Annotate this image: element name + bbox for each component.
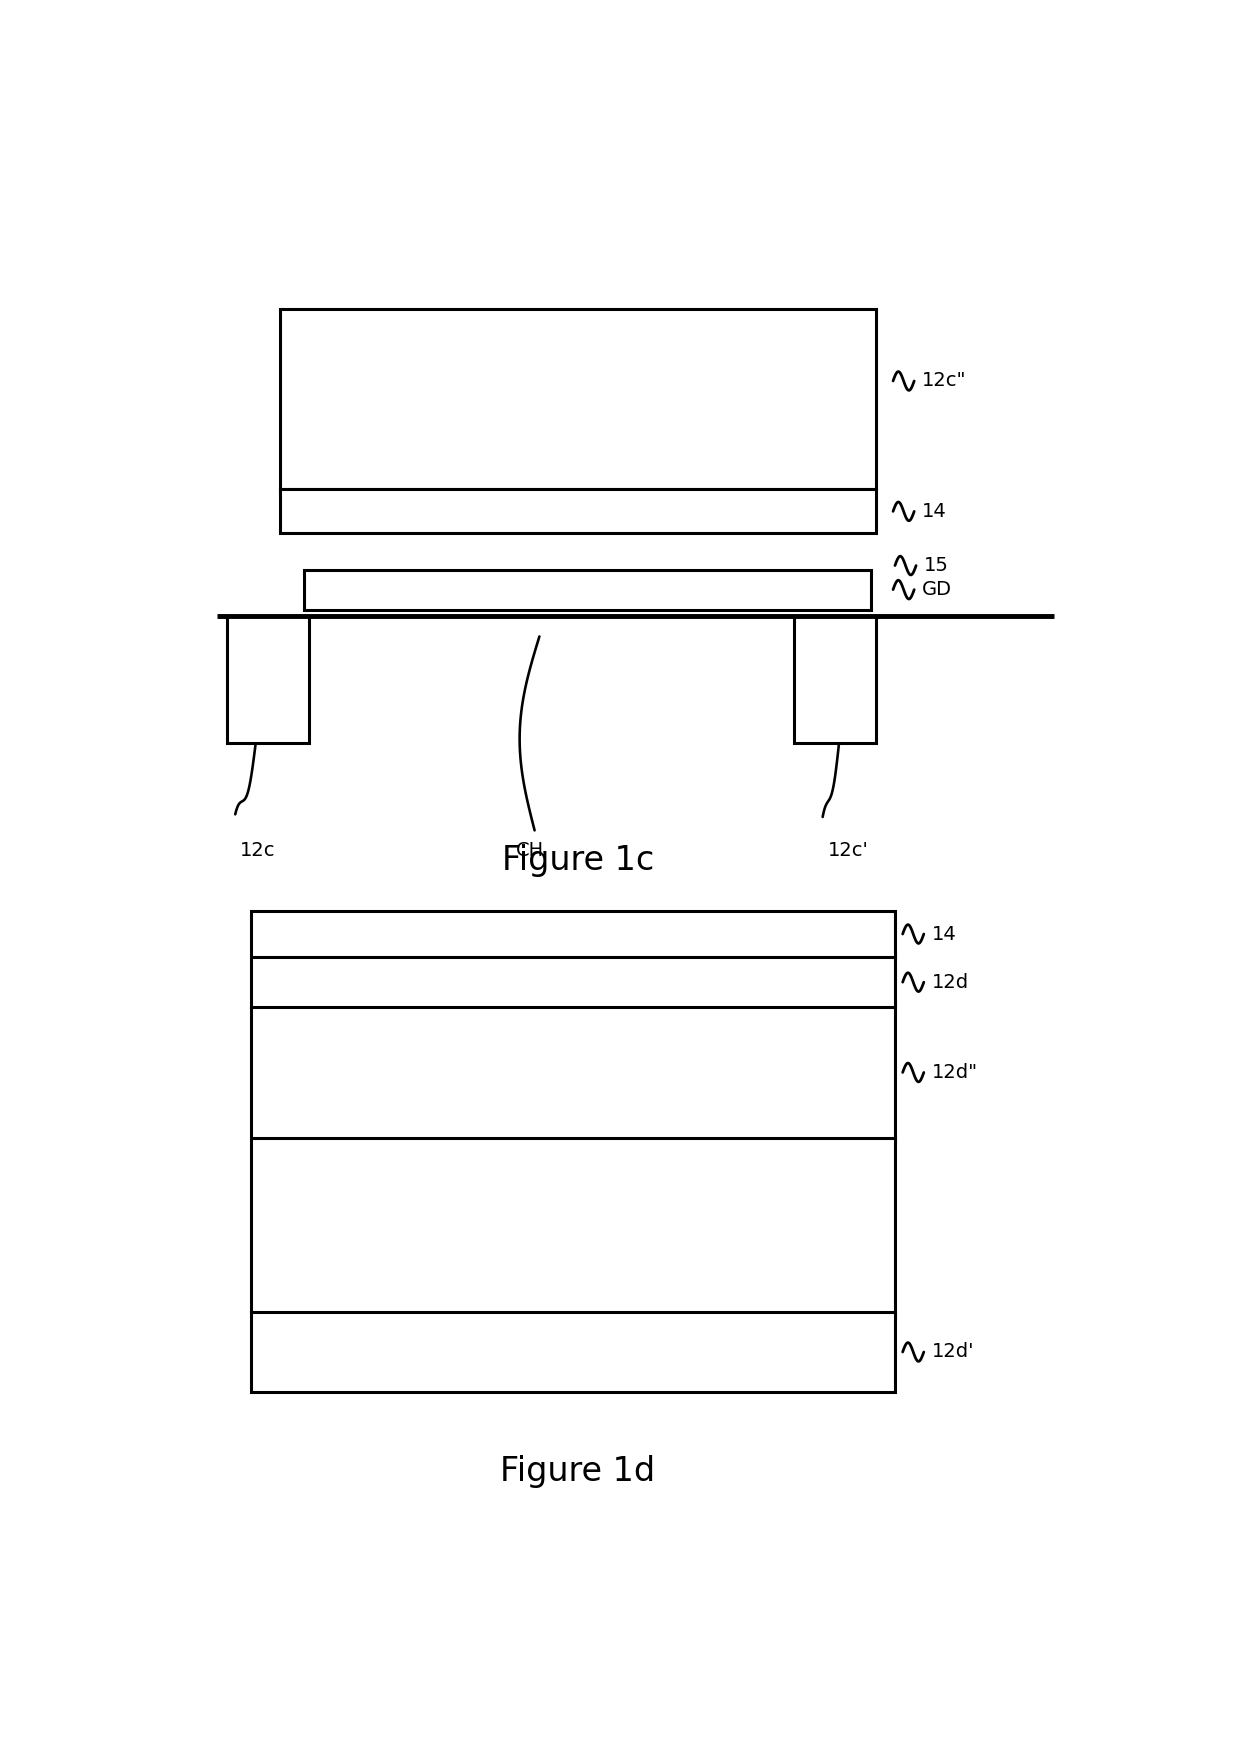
Text: 14: 14 <box>921 502 946 521</box>
Text: 15: 15 <box>924 556 949 575</box>
Bar <box>304 570 870 610</box>
Bar <box>227 617 309 743</box>
Text: 14: 14 <box>931 924 956 943</box>
Text: 12d: 12d <box>931 973 968 992</box>
Bar <box>280 490 875 533</box>
Bar <box>250 910 895 1391</box>
Text: CH: CH <box>516 841 544 860</box>
Text: 12c: 12c <box>241 841 275 860</box>
Text: Figure 1c: Figure 1c <box>502 844 653 877</box>
Text: 12d": 12d" <box>931 1063 977 1082</box>
Text: Figure 1d: Figure 1d <box>500 1456 656 1489</box>
Text: GD: GD <box>921 580 952 599</box>
Bar <box>280 309 875 490</box>
Text: 12d': 12d' <box>931 1343 973 1362</box>
Text: 12c': 12c' <box>827 841 868 860</box>
Text: 12c": 12c" <box>921 372 966 391</box>
Bar <box>794 617 875 743</box>
